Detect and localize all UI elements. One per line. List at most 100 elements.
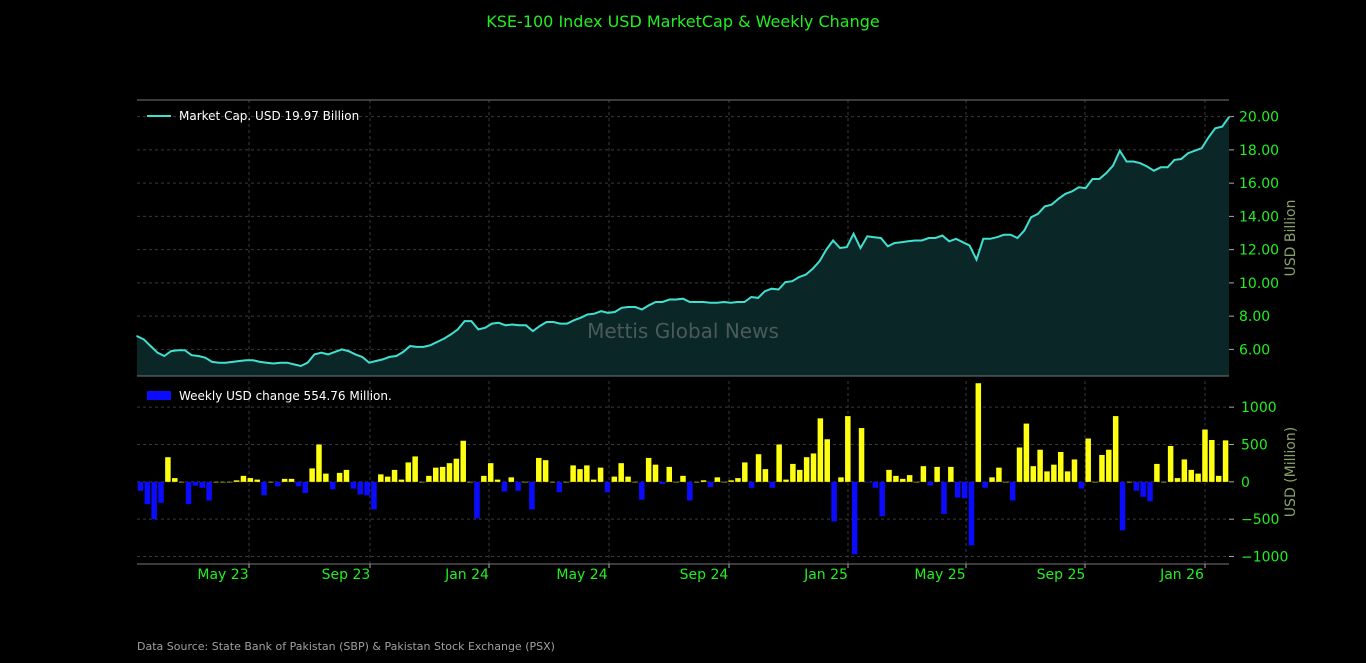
weekly-change-bar <box>268 481 274 483</box>
weekly-change-bar <box>1030 466 1037 482</box>
weekly-change-bar <box>1099 454 1105 482</box>
weekly-change-bar <box>329 481 336 490</box>
weekly-change-bar <box>1051 464 1057 482</box>
weekly-change-bar <box>927 481 933 486</box>
weekly-change-bar <box>1078 481 1085 489</box>
market-cap-point <box>1037 213 1039 215</box>
market-cap-point <box>1194 149 1196 152</box>
weekly-change-bar <box>693 481 700 483</box>
weekly-change-bar <box>590 479 597 482</box>
market-cap-point <box>416 346 418 348</box>
weekly-change-bar <box>467 481 473 483</box>
weekly-change-bar <box>1016 447 1023 482</box>
market-cap-point <box>300 365 302 367</box>
weekly-change-bar <box>803 457 810 482</box>
market-cap-point <box>463 320 466 322</box>
weekly-change-bar <box>1154 463 1160 482</box>
market-cap-panel: 6.00 8.00 10.00 12.00 14.00 16.00 18.00 20.00 Ma… <box>136 99 1299 377</box>
x-tick-label: Sep 24 <box>680 567 729 583</box>
weekly-change-bar <box>721 481 727 483</box>
market-cap-point <box>566 322 568 325</box>
market-cap-point <box>702 301 705 303</box>
market-cap-point <box>750 296 753 298</box>
weekly-change-bar <box>1057 451 1064 482</box>
weekly-change-bar <box>1195 473 1201 482</box>
market-cap-point <box>484 327 486 329</box>
weekly-change-bar <box>226 481 233 483</box>
weekly-change-bar <box>384 476 391 482</box>
weekly-change-bar <box>343 469 350 482</box>
market-cap-point <box>764 290 766 293</box>
weekly-change-bar <box>261 481 267 496</box>
weekly-change-bar <box>453 458 460 482</box>
market-cap-point <box>743 301 746 303</box>
market-cap-point <box>184 349 186 352</box>
weekly-change-bar <box>295 481 302 487</box>
weekly-change-bar <box>323 473 329 482</box>
weekly-change-bar <box>714 477 721 482</box>
market-cap-point <box>927 237 930 239</box>
market-cap-point <box>1009 233 1012 236</box>
weekly-change-bar <box>776 444 782 482</box>
market-cap-point <box>586 313 589 316</box>
weekly-change-bar <box>199 481 205 488</box>
market-cap-point <box>955 238 957 240</box>
market-cap-point <box>1064 193 1066 195</box>
market-cap-point <box>470 320 473 322</box>
market-cap-point <box>375 360 377 362</box>
weekly-change-bar <box>213 481 219 483</box>
market-cap-point <box>784 281 787 283</box>
top-ytick-label: 20.00 <box>1239 110 1279 126</box>
market-cap-point <box>1200 147 1203 149</box>
weekly-change-bar <box>845 416 851 482</box>
market-cap-point <box>259 361 261 363</box>
market-cap-point <box>204 356 207 359</box>
weekly-change-bar <box>810 453 817 482</box>
top-ytick-label: 12.00 <box>1239 243 1279 259</box>
weekly-change-bar <box>398 479 405 482</box>
weekly-change-legend-swatch <box>147 391 171 400</box>
weekly-change-bar <box>536 457 542 482</box>
weekly-change-bar <box>735 478 741 482</box>
weekly-change-bar <box>281 478 288 482</box>
bottom-ytick-label: −1000 <box>1241 550 1288 566</box>
market-cap-point <box>614 311 616 313</box>
market-cap-point <box>409 345 411 347</box>
weekly-change-bar <box>982 481 988 488</box>
weekly-change-bar <box>1140 481 1146 497</box>
top-ytick-label: 10.00 <box>1239 276 1279 292</box>
weekly-change-bar <box>439 466 446 482</box>
market-cap-point <box>620 307 623 309</box>
market-cap-point <box>293 363 295 366</box>
top-y-axis-label: USD Billion <box>1283 200 1299 277</box>
weekly-change-bar <box>336 472 343 482</box>
weekly-change-bar <box>206 481 212 501</box>
weekly-change-bar <box>769 481 776 488</box>
market-cap-point <box>279 361 282 364</box>
market-cap-point <box>211 361 213 363</box>
market-cap-point <box>1091 178 1094 180</box>
market-cap-point <box>668 298 671 301</box>
market-cap-point <box>347 350 350 352</box>
market-cap-point <box>306 361 309 364</box>
market-cap-point <box>1023 229 1026 232</box>
weekly-change-bar <box>460 440 466 482</box>
weekly-change-bar <box>838 477 844 482</box>
market-cap-point <box>600 310 602 313</box>
weekly-change-bar <box>941 481 947 514</box>
weekly-change-bar <box>542 460 549 482</box>
weekly-change-bar <box>1044 471 1050 482</box>
market-cap-point <box>900 241 903 243</box>
top-ytick-label: 8.00 <box>1239 309 1270 325</box>
market-cap-point <box>1016 237 1019 239</box>
weekly-change-bar <box>652 464 659 482</box>
x-tick-label: Jan 24 <box>444 567 489 583</box>
weekly-change-bar <box>687 481 693 501</box>
market-cap-point <box>1078 186 1080 189</box>
market-cap-point <box>1221 125 1223 128</box>
market-cap-point <box>1030 216 1032 218</box>
weekly-change-bar <box>302 481 309 494</box>
market-cap-point <box>368 361 370 364</box>
top-ytick-label: 6.00 <box>1239 342 1270 358</box>
weekly-change-bar <box>405 462 412 482</box>
